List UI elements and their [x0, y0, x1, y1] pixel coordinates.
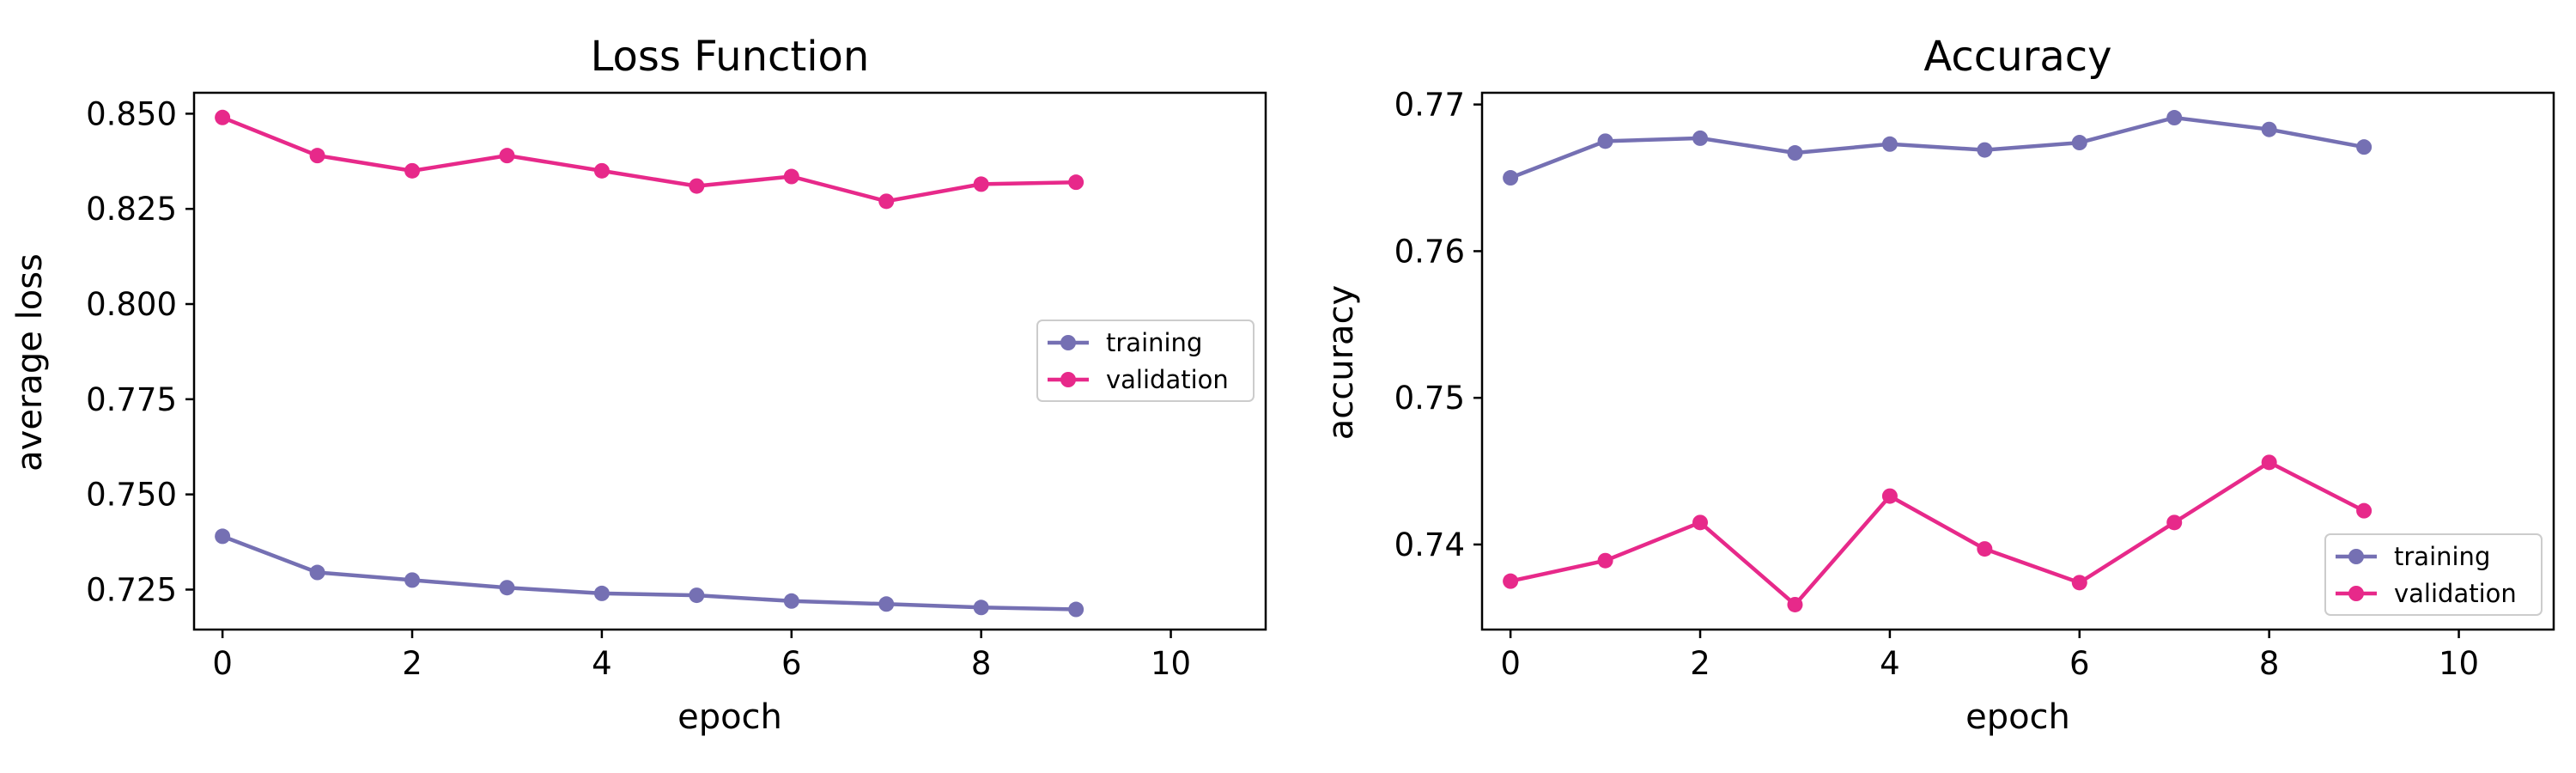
- legend: training validation: [2324, 533, 2543, 616]
- data-point-validation: [499, 148, 515, 164]
- data-point-validation: [1068, 174, 1084, 191]
- data-point-training: [2356, 139, 2372, 155]
- data-point-validation: [973, 176, 989, 192]
- legend-label: training: [1106, 328, 1202, 357]
- legend-label: validation: [2394, 579, 2517, 608]
- series-line-validation: [1510, 460, 2366, 607]
- data-point-training: [1068, 601, 1084, 618]
- axes-frame: [192, 91, 1267, 631]
- data-point-training: [973, 600, 989, 616]
- data-point-validation: [593, 162, 610, 179]
- data-point-validation: [689, 178, 705, 194]
- x-tick-label: 6: [2069, 645, 2090, 682]
- x-tick-label: 0: [212, 645, 233, 682]
- x-tick-label: 8: [2259, 645, 2280, 682]
- data-point-training: [1692, 130, 1709, 146]
- series-line-training: [222, 534, 1077, 612]
- data-point-validation: [2166, 514, 2183, 531]
- x-tick-label: 10: [1151, 645, 1191, 682]
- x-tick-label: 8: [971, 645, 992, 682]
- y-tick-label: 0.750: [86, 477, 177, 514]
- x-tick-label: 0: [1500, 645, 1521, 682]
- x-axis-label: epoch: [677, 697, 782, 737]
- y-tick-label: 0.775: [86, 381, 177, 418]
- legend-label: validation: [1106, 365, 1229, 394]
- data-point-validation: [1503, 573, 1519, 589]
- data-point-training: [2166, 110, 2183, 126]
- data-point-validation: [215, 109, 231, 125]
- data-point-training: [1881, 136, 1898, 152]
- data-point-validation: [783, 168, 799, 185]
- legend-marker: [1060, 372, 1076, 387]
- y-tick-label: 0.77: [1394, 87, 1465, 124]
- data-point-validation: [1787, 596, 1803, 612]
- data-point-training: [878, 596, 895, 612]
- data-point-training: [593, 585, 610, 601]
- legend-box: [2324, 533, 2543, 616]
- legend-label: training: [2394, 542, 2490, 571]
- x-tick-label: 6: [781, 645, 802, 682]
- legend-marker: [2348, 586, 2364, 601]
- y-tick-label: 0.76: [1394, 233, 1465, 270]
- data-point-validation: [309, 148, 325, 164]
- data-point-training: [783, 593, 799, 609]
- data-point-training: [215, 528, 231, 545]
- data-point-validation: [1597, 552, 1613, 569]
- x-axis-label: epoch: [1965, 697, 2070, 737]
- y-tick-label: 0.825: [86, 191, 177, 228]
- y-tick-label: 0.725: [86, 571, 177, 608]
- data-point-training: [1787, 145, 1803, 161]
- legend-marker: [1060, 335, 1076, 350]
- data-point-validation: [1881, 488, 1898, 504]
- data-point-validation: [404, 162, 421, 179]
- x-tick-label: 10: [2439, 645, 2479, 682]
- data-point-validation: [1692, 514, 1709, 531]
- legend-marker: [2348, 549, 2364, 564]
- data-point-validation: [1977, 541, 1993, 557]
- x-tick-label: 2: [1690, 645, 1710, 682]
- series-line-training: [1510, 115, 2365, 180]
- y-axis-label: accuracy: [1321, 285, 1361, 440]
- data-point-training: [1597, 133, 1613, 149]
- data-point-validation: [2261, 454, 2277, 471]
- legend-box: [1036, 320, 1255, 402]
- plot-area: 0 2 4 6 8 10 0.725 0.750 0.775 0.800 0.825 0.850 tra…: [86, 91, 1267, 682]
- data-point-validation: [2071, 575, 2087, 591]
- legend: training validation: [1036, 320, 1255, 402]
- x-tick-label: 4: [592, 645, 612, 682]
- x-tick-label: 4: [1880, 645, 1900, 682]
- data-point-training: [404, 572, 421, 588]
- x-tick-label: 2: [402, 645, 422, 682]
- loss-chart: Loss Function epoch average loss 0 2 4 6 8 10…: [10, 33, 1267, 737]
- y-tick-label: 0.800: [86, 286, 177, 323]
- data-point-training: [1503, 170, 1519, 186]
- y-tick-label: 0.74: [1394, 526, 1465, 563]
- data-point-training: [1977, 142, 1993, 158]
- data-point-validation: [878, 193, 895, 210]
- data-point-validation: [2356, 502, 2372, 519]
- data-point-training: [689, 587, 705, 604]
- data-point-training: [2071, 135, 2087, 151]
- chart-title: Accuracy: [1923, 33, 2111, 81]
- series-line-validation: [222, 115, 1077, 204]
- y-axis-label: average loss: [10, 253, 50, 472]
- y-tick-label: 0.850: [86, 95, 177, 132]
- data-point-training: [2261, 121, 2277, 137]
- data-point-training: [499, 580, 515, 596]
- data-point-training: [309, 564, 325, 581]
- chart-title: Loss Function: [591, 33, 870, 81]
- accuracy-chart: Accuracy epoch accuracy 0 2 4 6 8 100.740.750…: [1321, 33, 2555, 737]
- y-tick-label: 0.75: [1394, 380, 1465, 417]
- axes-frame: [1480, 91, 2555, 631]
- plot-area: 0 2 4 6 8 10 0.74 0.75 0.76 0.77 training validatio…: [1394, 87, 2555, 682]
